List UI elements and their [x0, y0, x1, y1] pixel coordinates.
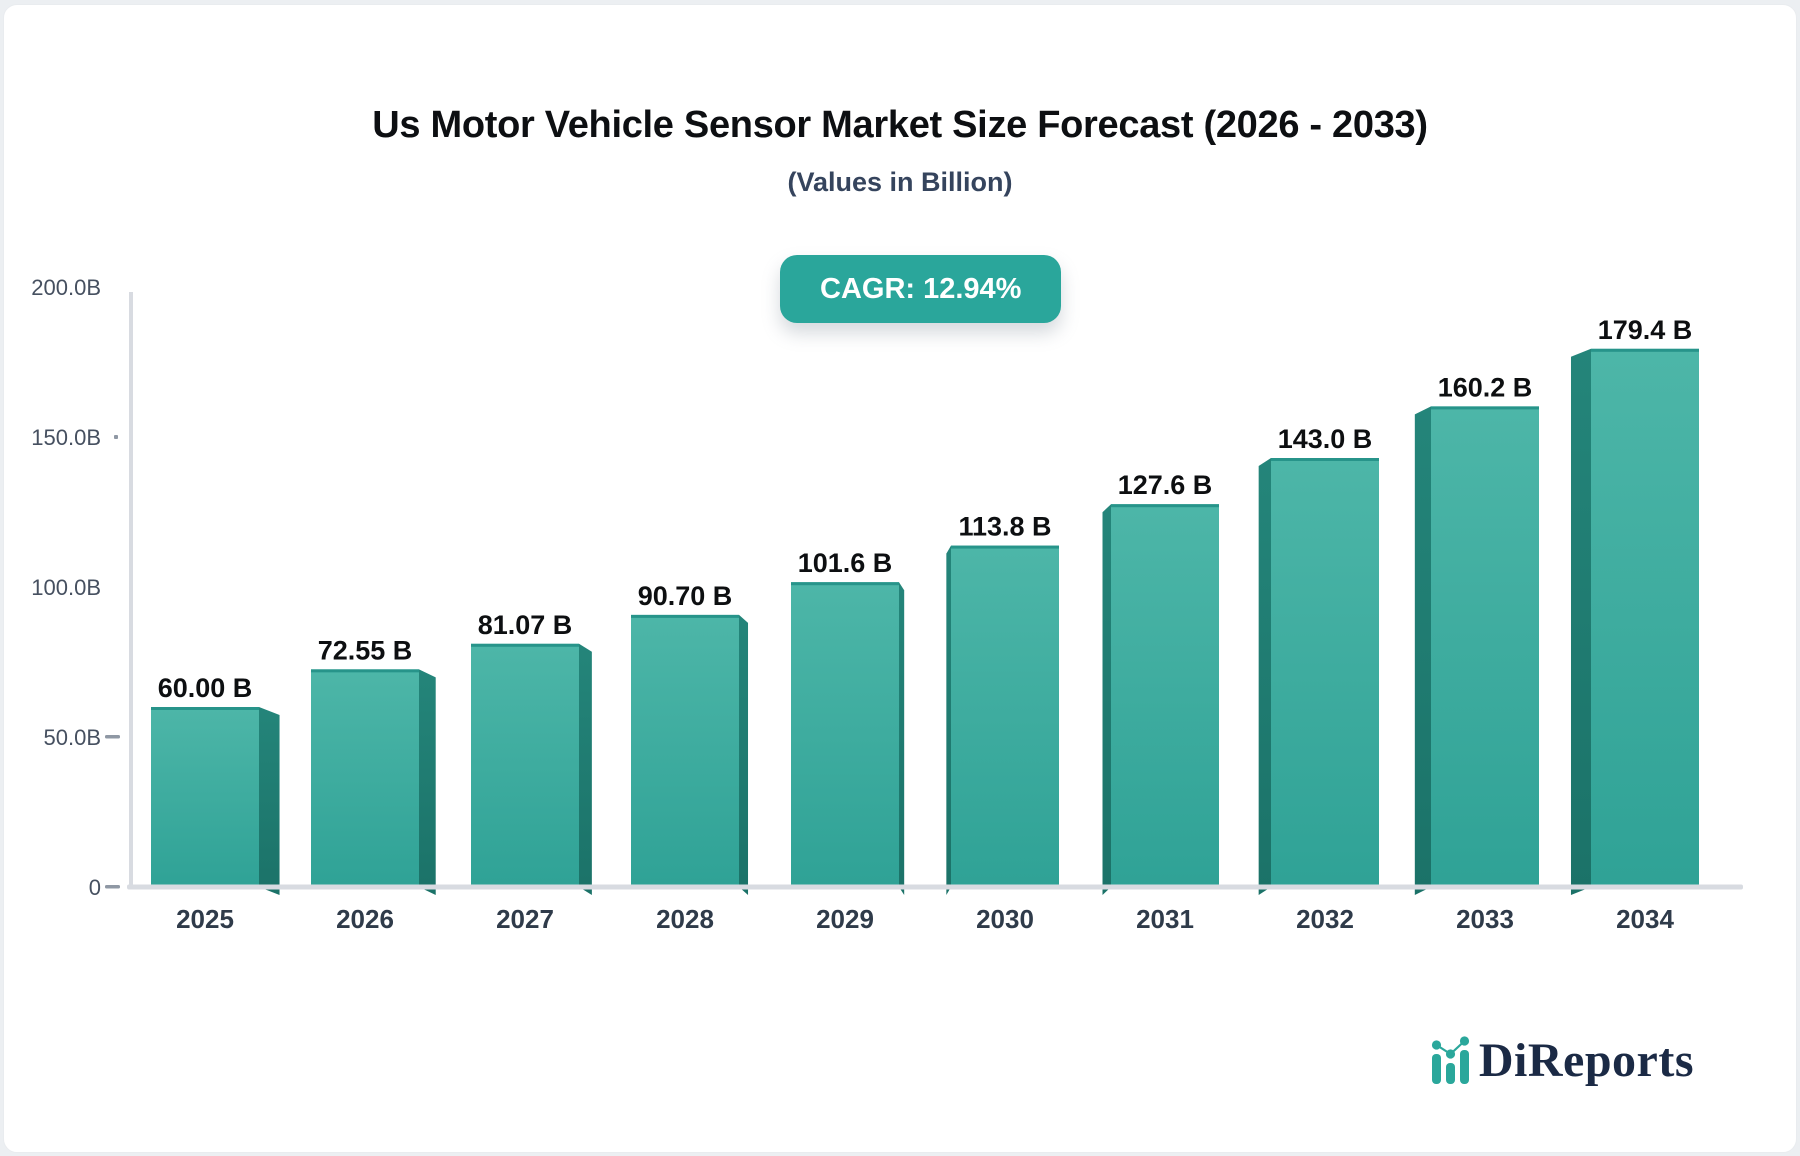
bar-top-edge	[631, 614, 739, 618]
x-tick-label: 2026	[336, 904, 394, 934]
bar-value-label: 113.8 B	[958, 512, 1051, 542]
bar-front-face	[631, 614, 739, 887]
bar-top-edge	[951, 545, 1059, 549]
bar-side-face	[946, 545, 951, 895]
cagr-badge: CAGR: 12.94%	[780, 255, 1062, 323]
y-tick-label: 150.0B	[31, 425, 101, 450]
bar-group-2034: 179.4 B 2034	[1570, 315, 1699, 934]
bar-value-label: 81.07 B	[478, 610, 573, 640]
bar-top-edge	[791, 582, 899, 586]
y-tick-mark	[105, 885, 120, 889]
bar-top-edge	[1271, 458, 1379, 461]
bar-front-face	[1591, 348, 1699, 887]
bar-group-2030: 113.8 B 2030	[946, 512, 1059, 934]
bar-side-face	[1102, 504, 1111, 895]
bar-value-label: 127.6 B	[1118, 470, 1213, 500]
bar-side-face	[259, 707, 280, 895]
bar-group-2029: 101.6 B 2029	[791, 548, 905, 934]
bar-chart-logo-icon	[1431, 1036, 1469, 1084]
bar-side-face	[419, 669, 436, 895]
brand-logo: DiReports	[1430, 1032, 1694, 1087]
bars-group: 60.00 B 2025 72.55 B 2026 81.07 B 2027 90.70 B…	[151, 315, 1699, 934]
bar-side-face	[899, 582, 905, 895]
brand-logo-text: DiReports	[1478, 1034, 1694, 1087]
y-tick-label: 200.0B	[31, 275, 101, 300]
x-tick-label: 2025	[176, 904, 234, 934]
bar-top-edge	[1591, 348, 1699, 352]
bar-front-face	[1431, 406, 1539, 887]
x-tick-label: 2030	[976, 904, 1034, 934]
bar-side-face	[579, 643, 592, 895]
bar-top-edge	[1111, 504, 1219, 508]
bar-front-face	[151, 707, 259, 887]
bar-front-face	[791, 582, 899, 887]
bar-value-label: 90.70 B	[638, 581, 733, 611]
bar-top-edge	[471, 643, 579, 647]
bar-side-face	[1570, 348, 1591, 895]
bar-top-edge	[1431, 406, 1539, 410]
y-tick-label: 0	[89, 875, 101, 900]
x-tick-label: 2032	[1296, 904, 1354, 934]
bar-front-face	[951, 545, 1059, 887]
bar-value-label: 101.6 B	[798, 548, 893, 578]
bar-group-2033: 160.2 B 2033	[1414, 372, 1539, 934]
bar-front-face	[471, 643, 579, 887]
y-tick-label: 100.0B	[31, 575, 101, 600]
bar-group-2025: 60.00 B 2025	[151, 673, 280, 934]
bar-top-edge	[311, 669, 419, 673]
bar-front-face	[311, 669, 419, 887]
bar-front-face	[1271, 458, 1379, 887]
bar-group-2026: 72.55 B 2026	[311, 635, 436, 934]
x-tick-label: 2031	[1136, 904, 1194, 934]
bar-side-face	[739, 614, 749, 895]
x-tick-label: 2027	[496, 904, 554, 934]
cagr-badge-label: CAGR: 12.94%	[820, 273, 1022, 305]
page-subtitle: (Values in Billion)	[787, 167, 1013, 197]
bar-value-label: 160.2 B	[1438, 372, 1533, 402]
bar-group-2027: 81.07 B 2027	[471, 610, 592, 934]
page-title: Us Motor Vehicle Sensor Market Size Fore…	[372, 104, 1428, 146]
bar-group-2031: 127.6 B 2031	[1102, 470, 1219, 934]
bar-group-2028: 90.70 B 2028	[631, 581, 749, 934]
x-tick-label: 2033	[1456, 904, 1514, 934]
x-tick-label: 2028	[656, 904, 714, 934]
y-tick-mark	[105, 735, 120, 739]
x-tick-label: 2029	[816, 904, 874, 934]
y-tick-mark	[114, 435, 118, 439]
bar-top-edge	[151, 707, 259, 710]
bar-front-face	[1111, 504, 1219, 887]
bar-value-label: 72.55 B	[318, 635, 413, 665]
bar-side-face	[1258, 458, 1271, 895]
y-tick-label: 50.0B	[44, 725, 102, 750]
x-axis-baseline	[127, 884, 1743, 890]
bar-value-label: 143.0 B	[1278, 424, 1373, 454]
x-tick-label: 2034	[1616, 904, 1674, 934]
bar-value-label: 60.00 B	[158, 673, 253, 703]
bar-side-face	[1414, 406, 1431, 895]
bar-value-label: 179.4 B	[1598, 315, 1693, 345]
y-axis-line	[129, 292, 133, 887]
bar-group-2032: 143.0 B 2032	[1258, 424, 1379, 934]
